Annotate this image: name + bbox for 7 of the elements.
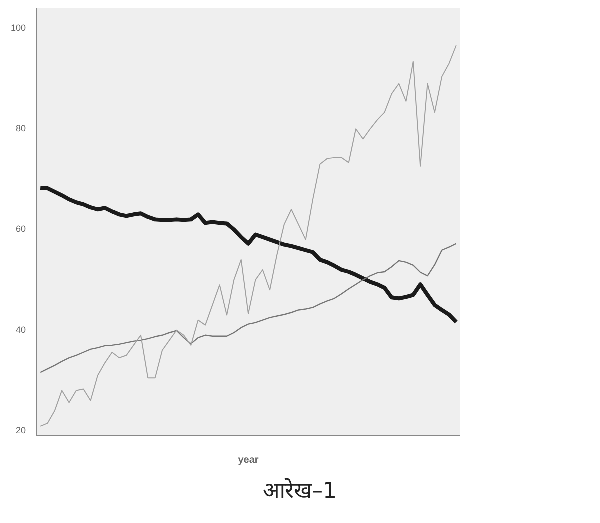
x-axis-title: year [238, 454, 259, 466]
y-tick-label: 80 [16, 124, 26, 134]
text: आरेख–1 [262, 477, 338, 504]
y-tick-label: 60 [16, 224, 26, 234]
y-tick-label: 20 [16, 425, 26, 436]
y-tick-label: 40 [16, 324, 26, 335]
y-tick-label: 100 [10, 23, 26, 34]
